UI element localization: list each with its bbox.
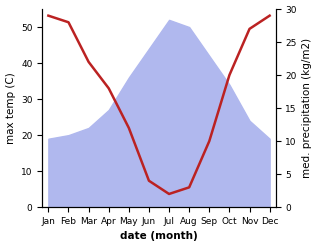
X-axis label: date (month): date (month) bbox=[120, 231, 198, 242]
Y-axis label: med. precipitation (kg/m2): med. precipitation (kg/m2) bbox=[302, 38, 313, 178]
Y-axis label: max temp (C): max temp (C) bbox=[5, 72, 16, 144]
